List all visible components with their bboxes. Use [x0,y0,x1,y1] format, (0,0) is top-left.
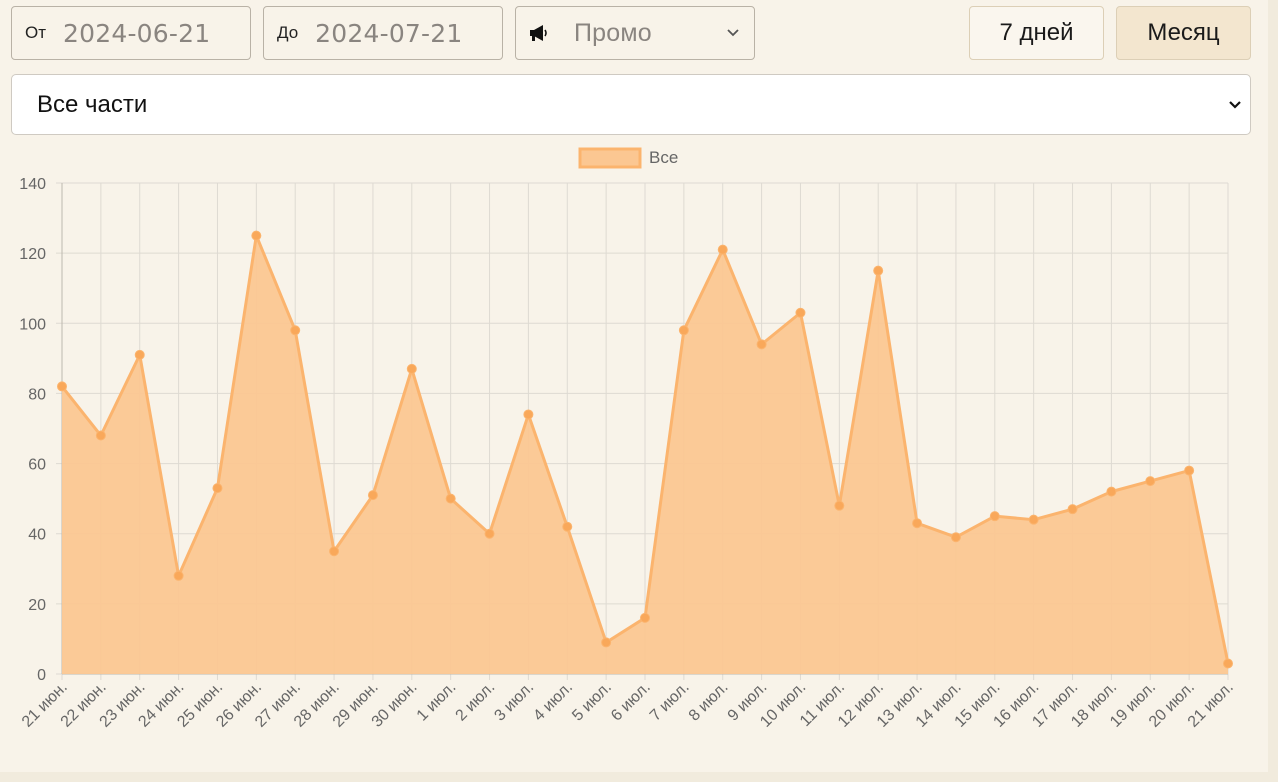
data-point[interactable] [134,349,145,360]
date-from-field[interactable]: От 2024-06-21 [11,6,251,60]
parts-select[interactable]: Все части [11,74,1251,135]
data-point[interactable] [367,490,378,501]
date-to-label: До [277,23,299,42]
data-point[interactable] [678,325,689,336]
y-tick-label: 100 [19,316,46,333]
data-point[interactable] [1223,658,1233,669]
date-to-value[interactable]: 2024-07-21 [315,18,463,48]
y-tick-label: 40 [28,527,46,544]
dashboard-panel: От 2024-06-21 До 2024-07-21 Промо 7 дней… [0,0,1268,772]
data-point[interactable] [873,265,884,276]
data-point[interactable] [1028,514,1039,525]
data-point[interactable] [445,493,456,504]
range-month-button[interactable]: Месяц [1116,6,1251,60]
y-tick-label: 80 [28,386,46,403]
date-to-field[interactable]: До 2024-07-21 [263,6,503,60]
x-tick-label: 5 июл. [569,679,615,725]
range-7-days-button[interactable]: 7 дней [969,6,1104,60]
x-tick-label: 2 июл. [453,679,499,725]
data-point[interactable] [212,483,223,494]
area-chart: 0 20 40 60 80 100 120 140 21 июн.22 июн.23 июн.… [19,147,1237,731]
y-tick-label: 0 [37,667,46,684]
x-tick-label: 6 июл. [608,679,654,725]
y-tick-label: 60 [28,457,46,474]
data-point[interactable] [601,637,612,648]
data-point[interactable] [290,325,301,336]
data-point[interactable] [562,521,573,532]
data-point[interactable] [950,532,961,543]
legend-swatch-all[interactable] [578,147,642,169]
data-point[interactable] [1184,465,1195,476]
y-tick-label: 140 [19,176,46,193]
x-tick-label: 1 июл. [414,679,460,725]
x-axis-ticks: 21 июн.22 июн.23 июн.24 июн.25 июн.26 ию… [19,679,1237,731]
parts-select-value: Все части [37,90,148,118]
y-tick-label: 120 [19,246,46,263]
data-point[interactable] [1145,476,1156,487]
x-tick-label: 7 июл. [647,679,693,725]
chevron-down-icon [727,29,739,37]
data-point[interactable] [523,409,534,420]
data-point[interactable] [756,339,767,350]
data-point[interactable] [57,381,67,392]
data-point[interactable] [329,546,340,557]
megaphone-icon [530,25,547,41]
y-tick-label: 20 [28,597,46,614]
data-point[interactable] [173,570,184,581]
date-from-value[interactable]: 2024-06-21 [63,18,211,48]
y-axis-ticks: 0 20 40 60 80 100 120 140 [19,176,46,684]
promo-select[interactable]: Промо [515,6,755,60]
data-point[interactable] [484,528,495,539]
x-tick-label: 3 июл. [491,679,537,725]
data-points [57,230,1233,669]
data-point[interactable] [912,518,923,529]
data-point[interactable] [717,244,728,255]
data-point[interactable] [989,511,1000,522]
data-point[interactable] [251,230,262,241]
legend-label-all[interactable]: Все [649,148,678,167]
x-tick-label: 4 июл. [530,679,576,725]
data-point[interactable] [95,430,106,441]
date-from-label: От [25,23,47,42]
data-point[interactable] [1106,486,1117,497]
chart-legend: Все [578,147,678,169]
series-area-all [62,235,1228,674]
data-point[interactable] [795,307,806,318]
data-point[interactable] [406,363,417,374]
data-point[interactable] [1067,504,1078,515]
chevron-down-icon [1229,101,1241,109]
x-tick-label: 8 июл. [686,679,732,725]
data-point[interactable] [834,500,845,511]
data-point[interactable] [640,612,650,623]
promo-value: Промо [574,18,652,47]
